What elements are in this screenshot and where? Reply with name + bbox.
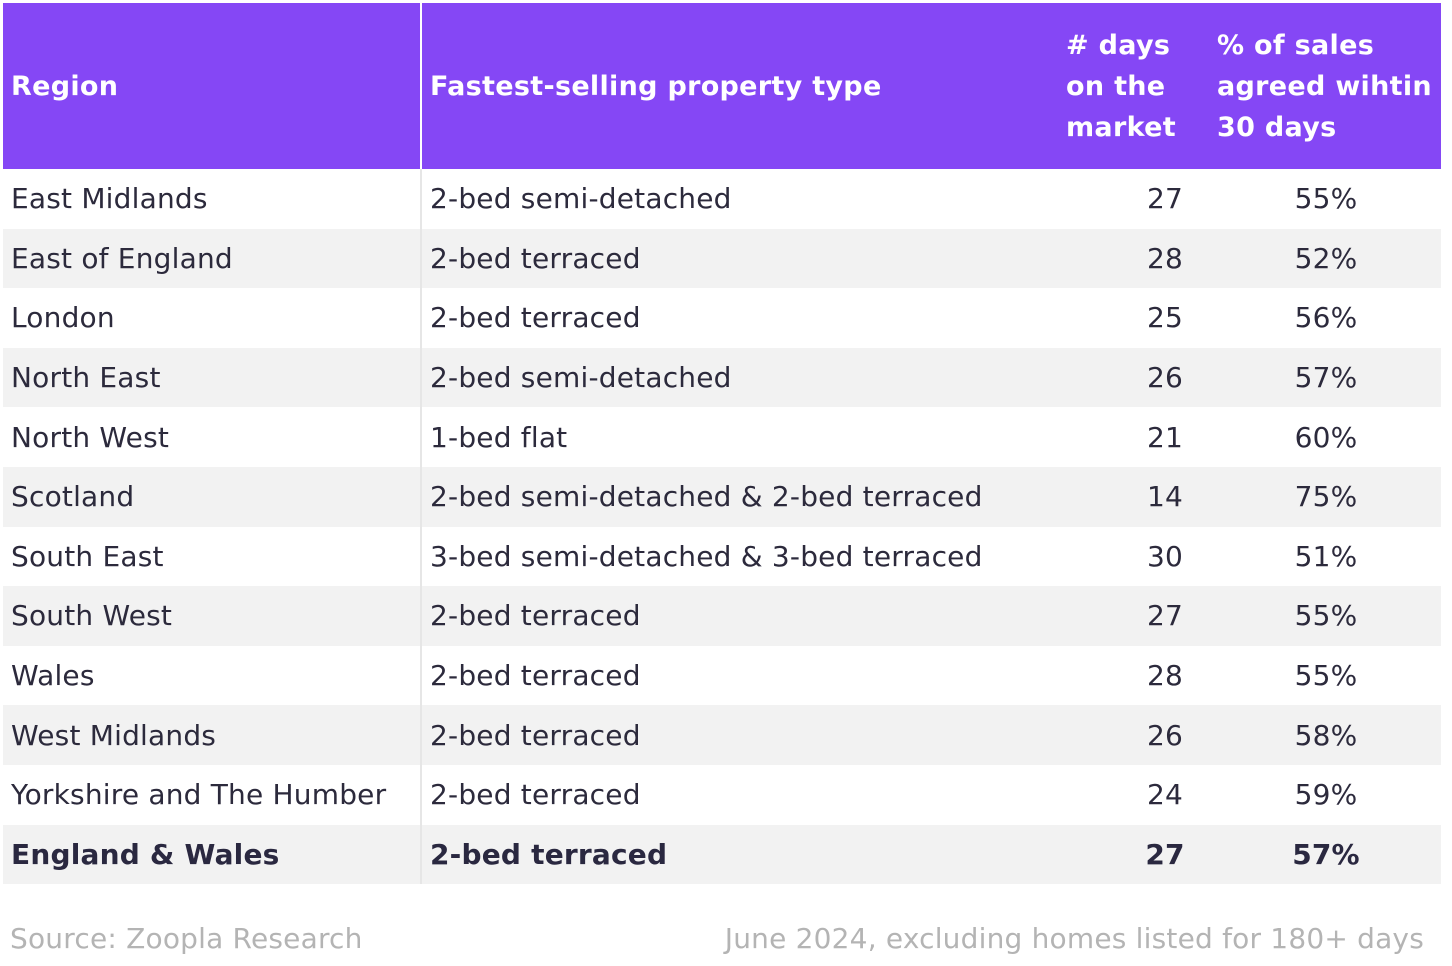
table-header: Region Fastest-selling property type # d… [3, 3, 1441, 169]
table-row: London 2-bed terraced 25 56% [3, 288, 1441, 348]
table-row: West Midlands 2-bed terraced 26 58% [3, 705, 1441, 765]
property-type-cell: 1-bed flat [430, 420, 568, 454]
table-row: South West 2-bed terraced 27 55% [3, 586, 1441, 646]
days-on-market-cell: 25 [1146, 301, 1184, 335]
days-on-market-cell: 27 [1146, 182, 1184, 216]
table-row: South East 3-bed semi-detached & 3-bed te… [3, 526, 1441, 587]
region-property-table: Region Fastest-selling property type # d… [3, 3, 1441, 885]
region-cell: East of England [3, 228, 422, 289]
date-note: June 2024, excluding homes listed for 18… [724, 922, 1424, 955]
property-type-cell: 2-bed terraced [430, 599, 641, 633]
property-type-cell: 2-bed terraced [430, 837, 668, 871]
property-type-cell: 3-bed semi-detached & 3-bed terraced [430, 539, 983, 573]
region-cell: England & Wales [3, 824, 422, 885]
days-on-market-cell: 28 [1146, 659, 1184, 693]
days-on-market-cell: 28 [1146, 241, 1184, 275]
property-type-cell: 2-bed terraced [430, 241, 641, 275]
pct-sales-agreed-cell: 51% [1294, 539, 1358, 573]
table-row: East of England 2-bed terraced 28 52% [3, 228, 1441, 289]
data-table-container: Region Fastest-selling property type # d… [3, 3, 1441, 885]
property-type-cell: 2-bed terraced [430, 778, 641, 812]
region-cell: North East [3, 347, 422, 408]
region-cell: Yorkshire and The Humber [3, 764, 422, 825]
header-days-on-market: # days on the market [1041, 3, 1211, 169]
days-on-market-cell: 27 [1145, 837, 1185, 871]
property-type-cell: 2-bed semi-detached [430, 361, 732, 395]
header-pct-line-2: agreed wihtin [1217, 70, 1432, 102]
pct-sales-agreed-cell: 55% [1294, 599, 1358, 633]
region-cell: London [3, 288, 422, 348]
header-property-type: Fastest-selling property type [430, 70, 882, 102]
header-region: Region [3, 3, 422, 169]
region-cell: South West [3, 586, 422, 646]
pct-sales-agreed-cell: 55% [1294, 182, 1358, 216]
table-row: Scotland 2-bed semi-detached & 2-bed terr… [3, 466, 1441, 527]
region-cell: North West [3, 407, 422, 467]
source-note: Source: Zoopla Research [10, 922, 363, 955]
region-cell: Scotland [3, 466, 422, 527]
days-on-market-cell: 27 [1146, 599, 1184, 633]
pct-sales-agreed-cell: 58% [1294, 718, 1358, 752]
days-on-market-cell: 14 [1146, 480, 1184, 514]
header-row: Region Fastest-selling property type # d… [3, 3, 1441, 169]
total-row: England & Wales 2-bed terraced 27 57% [3, 824, 1441, 885]
days-on-market-cell: 26 [1146, 361, 1184, 395]
header-pct-line-3: 30 days [1217, 111, 1337, 143]
header-pct-line-1: % of sales [1217, 29, 1375, 61]
table-body: East Midlands 2-bed semi-detached 27 55% Eas… [3, 169, 1441, 885]
footer: Source: Zoopla Research June 2024, exclu… [10, 922, 1424, 962]
pct-sales-agreed-cell: 52% [1294, 241, 1358, 275]
property-type-cell: 2-bed terraced [430, 718, 641, 752]
pct-sales-agreed-cell: 60% [1294, 420, 1358, 454]
property-type-cell: 2-bed terraced [430, 301, 641, 335]
property-type-cell: 2-bed semi-detached [430, 182, 732, 216]
pct-sales-agreed-cell: 57% [1294, 361, 1358, 395]
header-days-line-2: on the [1066, 70, 1166, 102]
table-row: Yorkshire and The Humber 2-bed terraced 24… [3, 764, 1441, 825]
days-on-market-cell: 30 [1146, 539, 1184, 573]
header-days-line-1: # days [1066, 29, 1171, 61]
pct-sales-agreed-cell: 57% [1292, 837, 1360, 871]
table-row: North West 1-bed flat 21 60% [3, 407, 1441, 467]
header-pct-sales-agreed: % of sales agreed wihtin 30 days [1211, 3, 1441, 169]
property-type-cell: 2-bed terraced [430, 659, 641, 693]
region-cell: Wales [3, 645, 422, 706]
pct-sales-agreed-cell: 56% [1294, 301, 1358, 335]
table-row: East Midlands 2-bed semi-detached 27 55% [3, 169, 1441, 229]
pct-sales-agreed-cell: 75% [1294, 480, 1358, 514]
pct-sales-agreed-cell: 59% [1294, 778, 1358, 812]
days-on-market-cell: 21 [1146, 420, 1184, 454]
header-days-line-3: market [1066, 111, 1176, 143]
region-cell: East Midlands [3, 169, 422, 229]
table-row: North East 2-bed semi-detached 26 57% [3, 347, 1441, 408]
region-cell: West Midlands [3, 705, 422, 765]
pct-sales-agreed-cell: 55% [1294, 659, 1358, 693]
region-cell: South East [3, 526, 422, 587]
property-type-cell: 2-bed semi-detached & 2-bed terraced [430, 480, 983, 514]
table-row: Wales 2-bed terraced 28 55% [3, 645, 1441, 706]
days-on-market-cell: 24 [1146, 778, 1184, 812]
days-on-market-cell: 26 [1146, 718, 1184, 752]
